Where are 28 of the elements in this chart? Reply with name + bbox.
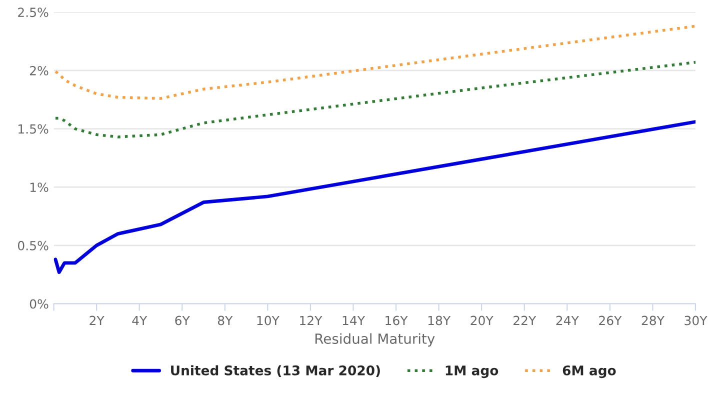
x-tick-label: 16Y <box>386 316 408 326</box>
x-tick-label: 6Y <box>175 316 190 326</box>
y-tick-label: 0.5% <box>18 240 48 250</box>
x-tick-label: 2Y <box>90 316 104 326</box>
x-tick-label: 4Y <box>132 316 148 326</box>
y-tick-label: 2.5% <box>18 8 48 18</box>
line-series <box>54 24 696 100</box>
y-tick-label: 1% <box>30 182 48 192</box>
x-tick-label: 20Y <box>470 316 494 326</box>
x-tick-label: 14Y <box>342 316 366 326</box>
x-tick-label: 12Y <box>300 316 322 326</box>
x-tick-label: 18Y <box>428 316 451 326</box>
x-axis-title: Residual Maturity <box>315 333 435 347</box>
x-tick-label: 22Y <box>514 316 536 326</box>
legend-label: 1M ago <box>446 366 498 378</box>
y-tick-label: 0% <box>30 299 48 309</box>
x-tick-label: 28Y <box>642 316 665 326</box>
line-series <box>54 60 696 138</box>
x-tick-label: 8Y <box>218 316 233 326</box>
line-series <box>54 120 696 274</box>
x-tick-label: 24Y <box>556 316 579 326</box>
x-tick-label: 26Y <box>599 316 622 326</box>
legend-label: United States (13 Mar 2020) <box>171 365 380 377</box>
legend-label: 6M ago <box>562 365 616 378</box>
x-tick-label: 30Y <box>684 316 708 326</box>
x-tick-label: 10Y <box>257 316 280 326</box>
y-tick-label: 2% <box>30 66 48 76</box>
y-tick-label: 1.5% <box>18 124 48 134</box>
